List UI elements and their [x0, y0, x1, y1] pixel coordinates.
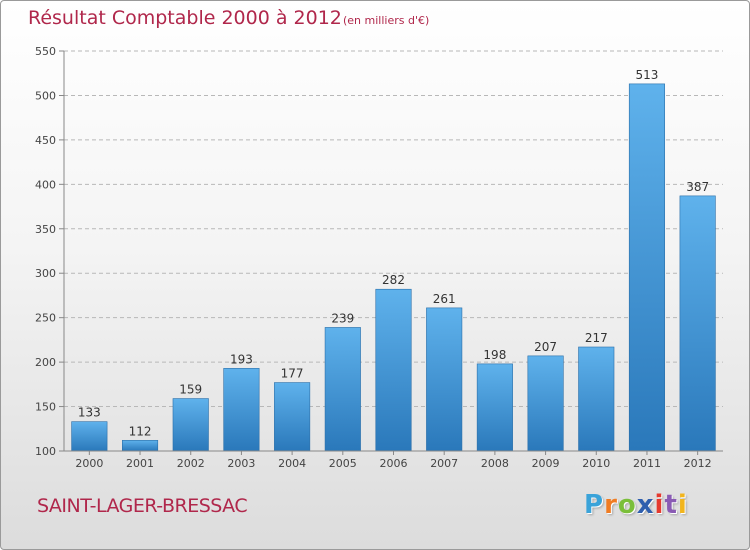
bar — [274, 382, 311, 452]
bar — [375, 288, 412, 452]
y-tick-label: 450 — [35, 134, 56, 147]
logo-letter: o — [617, 490, 637, 520]
y-tick-label: 250 — [35, 312, 56, 325]
x-tick-label: 2011 — [633, 457, 661, 470]
y-tick-label: 350 — [35, 223, 56, 236]
data-label: 217 — [585, 331, 608, 345]
logo-letter: r — [604, 490, 618, 520]
bar — [578, 346, 615, 452]
bar — [426, 307, 463, 452]
logo-letter: i — [677, 490, 688, 520]
x-tick-label: 2001 — [126, 457, 154, 470]
bar — [71, 421, 108, 452]
x-tick-label: 2004 — [278, 457, 306, 470]
y-tick-label: 300 — [35, 267, 56, 280]
logo-letter: P — [584, 490, 605, 520]
data-label: 112 — [129, 424, 152, 438]
x-tick-label: 2003 — [227, 457, 255, 470]
data-label: 387 — [686, 180, 709, 194]
data-label: 207 — [534, 340, 557, 354]
chart-title: Résultat Comptable 2000 à 2012 — [28, 7, 342, 29]
x-tick-label: 2009 — [532, 457, 560, 470]
y-tick-label: 150 — [35, 401, 56, 414]
y-tick-label: 500 — [35, 89, 56, 102]
logo-letter: x — [636, 490, 655, 520]
data-label: 159 — [179, 383, 202, 397]
bar — [628, 83, 666, 452]
bar — [527, 355, 564, 452]
x-tick-label: 2012 — [684, 457, 712, 470]
y-tick-label: 550 — [35, 45, 56, 58]
data-label: 177 — [281, 367, 304, 381]
y-tick-label: 200 — [35, 356, 56, 369]
x-tick-label: 2007 — [430, 457, 458, 470]
x-tick-label: 2002 — [177, 457, 205, 470]
data-label: 239 — [331, 311, 354, 325]
data-label: 513 — [636, 68, 659, 82]
bar — [324, 327, 361, 452]
x-tick-label: 2005 — [329, 457, 357, 470]
data-label: 133 — [78, 406, 101, 420]
bar — [679, 195, 716, 452]
logo-letter: i — [654, 490, 665, 520]
data-label: 261 — [433, 292, 456, 306]
bar — [172, 398, 209, 452]
x-tick-label: 2010 — [582, 457, 610, 470]
commune-name: SAINT-LAGER-BRESSAC — [37, 495, 248, 517]
data-label: 193 — [230, 352, 253, 366]
proxiti-logo[interactable]: Proxiti — [584, 490, 688, 520]
bar — [223, 368, 260, 452]
chart-subtitle: (en milliers d'€) — [343, 14, 430, 27]
data-label: 282 — [382, 273, 405, 287]
x-tick-label: 2006 — [380, 457, 408, 470]
data-label: 198 — [483, 348, 506, 362]
y-tick-label: 400 — [35, 178, 56, 191]
logo-letter: t — [664, 490, 678, 520]
x-tick-label: 2008 — [481, 457, 509, 470]
x-tick-label: 2000 — [75, 457, 103, 470]
bar — [121, 440, 159, 452]
y-tick-label: 100 — [35, 445, 56, 458]
bar — [476, 363, 513, 452]
